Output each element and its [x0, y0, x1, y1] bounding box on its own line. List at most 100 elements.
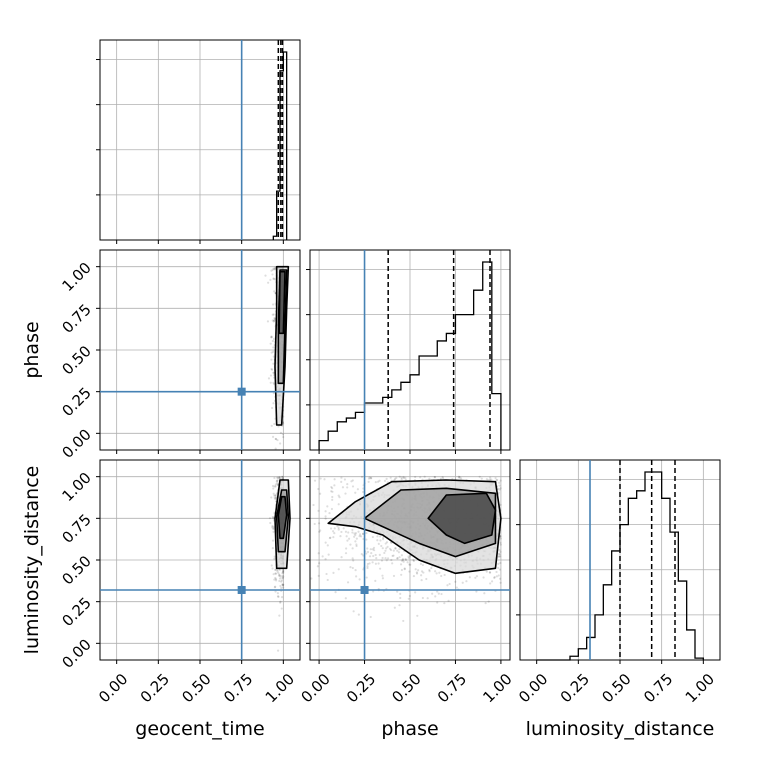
sample-point [385, 477, 388, 480]
y-tick-label: 0.00 [58, 425, 94, 461]
sample-point [370, 476, 373, 480]
sample-point [366, 566, 369, 570]
sample-point [368, 555, 372, 558]
panel-border [99, 39, 301, 241]
sample-point [279, 575, 282, 578]
sample-point [499, 503, 502, 507]
sample-point [272, 371, 275, 374]
sample-point [333, 478, 336, 481]
sample-point [271, 319, 274, 322]
sample-point [366, 547, 369, 550]
sample-point [383, 479, 387, 482]
histogram-step [536, 471, 704, 661]
sample-point [376, 535, 379, 538]
sample-point [468, 576, 471, 579]
sample-point [392, 554, 395, 557]
sample-point [412, 558, 415, 562]
sample-point [414, 475, 417, 479]
sample-point [385, 541, 389, 544]
sample-point [404, 557, 407, 561]
sample-point [273, 268, 277, 271]
sample-point [333, 532, 336, 535]
sample-point [280, 579, 284, 582]
sample-point [408, 563, 411, 566]
sample-point [414, 591, 417, 594]
sample-point [465, 580, 468, 583]
sample-point [274, 590, 277, 593]
sample-point [409, 563, 412, 566]
histogram-step [272, 51, 288, 240]
sample-point [489, 476, 492, 479]
sample-point [276, 476, 279, 479]
sample-point [475, 590, 478, 593]
sample-point [366, 562, 369, 566]
sample-point [365, 538, 368, 541]
sample-point [336, 525, 339, 528]
sample-point [270, 336, 273, 339]
sample-point [271, 339, 274, 343]
sample-point [280, 596, 284, 599]
sample-point [276, 438, 279, 442]
x-tick-label: 0.25 [343, 670, 379, 706]
x-tick-label: 0.75 [434, 670, 470, 706]
x-tick-label: 0.50 [178, 670, 214, 706]
sample-point [365, 552, 368, 555]
sample-point [398, 556, 401, 559]
x-tick-label: 1.00 [479, 670, 515, 706]
y-tick-label: 0.50 [58, 552, 94, 588]
sample-point [317, 552, 320, 555]
sample-point [281, 576, 284, 579]
sample-point [318, 562, 321, 565]
sample-point [499, 581, 502, 584]
sample-point [323, 478, 326, 481]
y-axis-label: phase [21, 321, 43, 378]
sample-point [272, 337, 276, 341]
sample-point [425, 577, 428, 581]
sample-point [276, 649, 280, 652]
sample-point [497, 487, 500, 490]
sample-point [274, 483, 277, 486]
sample-point [359, 533, 362, 536]
sample-point [313, 522, 316, 526]
sample-point [493, 576, 496, 579]
sample-point [368, 476, 371, 479]
sample-point [278, 573, 281, 576]
sample-point [346, 581, 350, 584]
sample-point [434, 595, 437, 598]
sample-point [351, 485, 355, 488]
sample-point [272, 320, 275, 323]
sample-point [268, 517, 272, 520]
sample-point [351, 528, 354, 532]
sample-point [340, 476, 343, 479]
sample-point [370, 552, 373, 555]
x-tick-label: 1.00 [682, 670, 718, 706]
sample-point [273, 555, 276, 558]
sample-point [274, 437, 277, 441]
sample-point [347, 537, 351, 540]
sample-point [389, 476, 392, 479]
sample-point [400, 559, 404, 562]
sample-point [272, 350, 275, 353]
sample-point [354, 569, 357, 572]
sample-point [417, 569, 420, 572]
sample-point [490, 478, 493, 481]
panel-border [309, 459, 511, 661]
sample-point [421, 563, 424, 567]
contour-level-3 [278, 270, 286, 335]
sample-point [331, 498, 334, 501]
sample-point [272, 525, 275, 529]
sample-point [433, 476, 437, 479]
sample-point [278, 475, 281, 479]
sample-point [367, 480, 370, 483]
sample-point [386, 545, 389, 548]
sample-point [378, 553, 381, 557]
sample-point [438, 571, 441, 574]
sample-point [269, 342, 272, 345]
sample-point [487, 600, 490, 603]
sample-point [273, 476, 276, 480]
sample-point [372, 546, 376, 550]
sample-point [351, 547, 354, 550]
sample-point [354, 491, 357, 494]
sample-point [499, 555, 502, 558]
